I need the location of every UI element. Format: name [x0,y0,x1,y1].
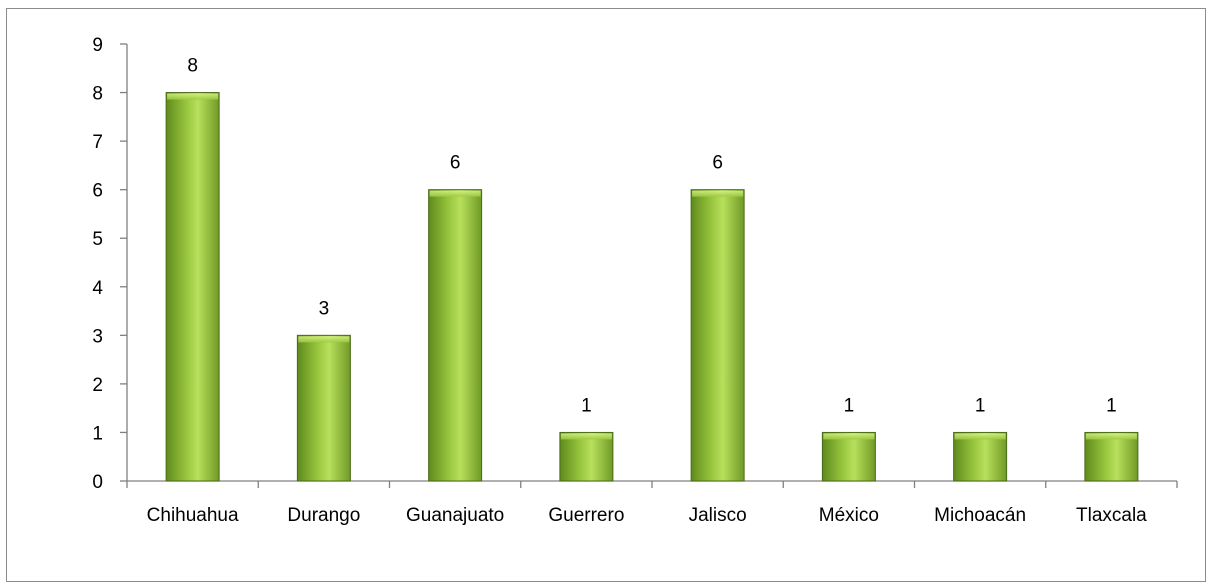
data-label: 1 [975,395,986,416]
y-tick-label: 9 [92,35,103,56]
bar [1084,431,1139,482]
bar-highlight [167,93,219,100]
x-tick-label: México [819,505,879,526]
y-tick-label: 2 [92,375,103,396]
data-label: 1 [581,395,592,416]
data-label: 1 [1106,395,1117,416]
data-label: 6 [712,153,723,174]
bar [559,431,614,482]
data-label: 1 [844,395,855,416]
data-label: 6 [450,153,461,174]
bar-highlight [823,433,875,440]
bar [690,189,745,482]
y-axis: 0 1 2 3 4 5 6 7 8 9 [92,35,128,493]
bar [296,334,351,482]
y-tick-label: 3 [92,326,103,347]
bar-highlight [692,190,744,197]
data-label: 8 [187,56,198,77]
data-label: 3 [319,298,330,319]
bar [165,92,220,482]
bar-series [165,92,1139,482]
bar [821,431,876,482]
y-tick-label: 8 [92,84,103,105]
x-axis: Chihuahua Durango Guanajuato Guerrero Jalisc… [126,480,1178,526]
bar-highlight [1085,433,1137,440]
x-tick-label: Michoacán [934,505,1026,526]
y-tick-label: 5 [92,229,103,250]
x-tick-label: Guerrero [548,505,624,526]
x-tick-label: Chihuahua [147,505,239,526]
y-tick-label: 6 [92,181,103,202]
y-tick-label: 4 [92,278,103,299]
bar-highlight [429,190,481,197]
x-tick-label: Guanajuato [406,505,504,526]
y-tick-label: 7 [92,132,103,153]
bar [428,189,483,482]
y-tick-label: 0 [92,472,103,493]
x-tick-label: Tlaxcala [1076,505,1147,526]
bar-highlight [954,433,1006,440]
y-tick-label: 1 [92,423,103,444]
x-tick-label: Durango [287,505,360,526]
bar-highlight [298,336,350,343]
x-tick-label: Jalisco [689,505,747,526]
bar [953,431,1008,482]
bar-highlight [560,433,612,440]
